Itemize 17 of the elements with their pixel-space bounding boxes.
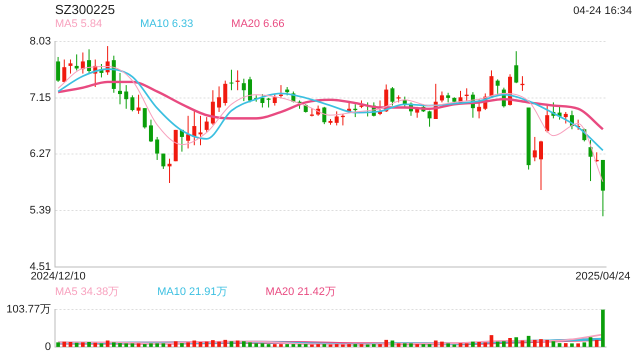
y-tick-label: 5.39	[30, 204, 51, 217]
text: 04-24 16:34	[573, 5, 632, 17]
chart-title: SZ300225	[55, 2, 115, 17]
text: MA5 5.84	[55, 18, 102, 31]
text: MA10 21.91万	[157, 286, 228, 299]
text: MA20 21.42万	[266, 286, 336, 299]
y-tick-label: 103.77万	[6, 304, 51, 316]
text: MA10 6.33	[140, 18, 194, 31]
x-tick-label: 2024/12/10	[30, 270, 86, 282]
y-tick-label: 6.27	[30, 148, 51, 160]
text: MA5 34.38万	[55, 286, 120, 299]
y-tick-label: 8.03	[30, 36, 51, 48]
text: MA20 6.66	[231, 18, 284, 31]
y-tick-label: 4.51	[30, 260, 51, 273]
y-tick-label: 0	[44, 341, 51, 354]
x-tick-label: 2025/04/24	[575, 270, 630, 282]
y-tick-label: 7.15	[30, 92, 51, 104]
